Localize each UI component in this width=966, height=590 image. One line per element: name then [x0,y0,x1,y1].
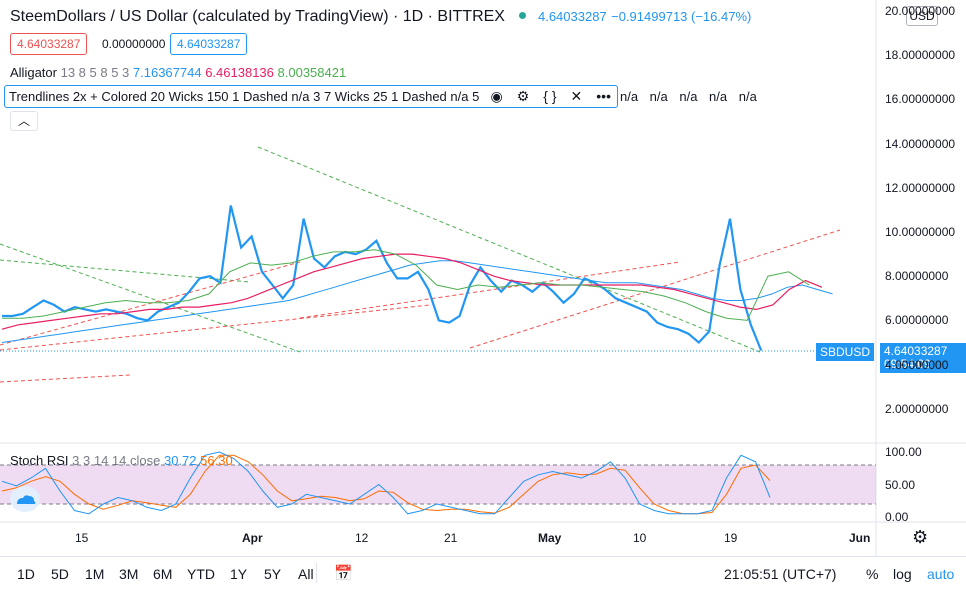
price-tick-label: 14.00000000 [885,136,956,151]
rsi-tick-label: 50.00 [885,477,916,492]
stoch-rsi-band [0,465,876,504]
price-tag-value: 4.64033287 [884,344,948,358]
buy-price-button[interactable]: 4.64033287 [170,33,248,55]
tradingview-logo[interactable] [10,486,40,512]
stoch-rsi-k-line [1,451,771,515]
timeframe-button-1y[interactable]: 1Y [230,566,248,582]
series-line-lips [2,249,810,321]
spread-value: 0.00000000 [102,37,166,51]
alligator-teeth-value: 6.46138136 [205,65,274,80]
trendline-red-3 [469,229,841,349]
price-tick-label: 4.00000000 [885,357,949,372]
market-status-icon [518,12,526,19]
sell-price-button[interactable]: 4.64033287 [10,33,88,55]
rsi-tick-label: 100.00 [885,445,922,459]
series-line-sbdusd [2,205,763,351]
price-tick-label: 2.00000000 [885,401,949,416]
stoch-rsi-k-value: 30.72 [163,453,197,468]
trendline-red-1 [0,261,301,346]
settings-gear-icon[interactable]: ⚙ [912,527,929,547]
alligator-name: Alligator [10,65,57,80]
stoch-rsi-params: 3 3 14 14 close [72,453,161,468]
rsi-tick-label: 0.00 [885,510,909,524]
timeframe-button-ytd[interactable]: YTD [187,566,215,582]
price-change: −0.91499713 (−16.47%) [611,9,752,24]
alligator-jaw-value: 7.16367744 [132,65,202,80]
bar-countdown: 09:54:09 [884,357,931,371]
price-tick-label: 16.00000000 [885,92,956,107]
timeframe-button-5y[interactable]: 5Y [264,566,282,582]
price-tick-label: 20.00000000 [885,4,956,18]
stoch-rsi-name: Stoch RSI [10,453,69,468]
timeframe-button-5d[interactable]: 5D [51,566,69,582]
timeframe-button-6m[interactable]: 6M [153,566,173,582]
chevron-up-icon: ︿ [17,114,30,128]
alligator-lips-value: 8.00358421 [277,65,347,80]
clock[interactable]: 21:05:51 (UTC+7) [724,566,837,582]
percent-toggle[interactable]: % [866,566,879,582]
braces-icon[interactable]: { } [543,88,557,104]
close-icon[interactable]: ✕ [570,88,583,104]
series-line-jaw [1,260,833,343]
eye-icon[interactable]: ◉ [490,88,503,104]
bottom-toolbar: 1D 5D 1M 3M 6M YTD 1Y 5Y All 📅 21:05:51 (UTC+7) … [0,556,966,590]
trendline-red-4 [299,261,681,319]
trendline-red-2 [0,304,431,351]
price-tick-label: 18.00000000 [885,48,956,63]
log-toggle[interactable]: log [893,566,912,582]
series-line-teeth [1,253,823,330]
trendline-green-2 [257,146,761,353]
time-tick-label: May [538,531,562,545]
price-tick-label: 6.00000000 [885,313,949,328]
time-tick-label: 19 [724,531,738,545]
timeframe-button-1d[interactable]: 1D [17,566,35,582]
trendlines-values: n/a n/a n/a n/a n/a [620,89,757,104]
time-tick-label: 12 [355,531,369,545]
more-icon[interactable]: ••• [596,88,611,104]
time-tick-label: 15 [75,531,89,545]
time-tick-label: Jun [849,531,871,545]
auto-toggle[interactable]: auto [927,566,955,582]
symbol-title: SteemDollars / US Dollar (calculated by … [10,8,505,25]
symbol-tag: SBDUSD [816,343,875,361]
last-price: 4.64033287 [537,9,607,24]
time-tick-label: Apr [242,531,263,545]
trendline-red-5 [0,374,131,383]
stoch-rsi-legend[interactable]: Stoch RSI 3 3 14 14 close 30.72 56.30 [10,453,233,468]
alligator-params: 13 8 5 8 5 3 [60,65,130,80]
price-tick-label: 8.00000000 [885,269,949,284]
symbol-legend: SteemDollars / US Dollar (calculated by … [10,8,751,26]
trendlines-legend[interactable]: Trendlines 2x + Colored 20 Wicks 150 1 D… [4,85,618,108]
cloud-icon [17,495,36,504]
date-range-icon[interactable]: 📅 [334,565,353,582]
time-tick-label: 10 [633,531,647,545]
trendlines-label: Trendlines 2x + Colored 20 Wicks 150 1 D… [9,89,480,104]
collapse-legend-button[interactable]: ︿ [10,111,38,131]
price-tag: 4.64033287 09:54:09 [880,343,966,373]
stoch-rsi-d-value: 56.30 [200,453,233,468]
price-tick-label: 12.00000000 [885,180,956,195]
timeframe-button-all[interactable]: All [298,566,314,582]
timeframe-button-1m[interactable]: 1M [85,566,105,582]
gear-icon[interactable]: ⚙ [516,88,530,104]
currency-button[interactable]: USD [906,6,938,26]
time-tick-label: 21 [444,531,458,545]
alligator-legend[interactable]: Alligator 13 8 5 8 5 3 7.16367744 6.4613… [10,65,346,80]
timeframe-button-3m[interactable]: 3M [119,566,139,582]
price-tick-label: 10.00000000 [885,225,956,239]
toolbar-divider [316,563,317,583]
